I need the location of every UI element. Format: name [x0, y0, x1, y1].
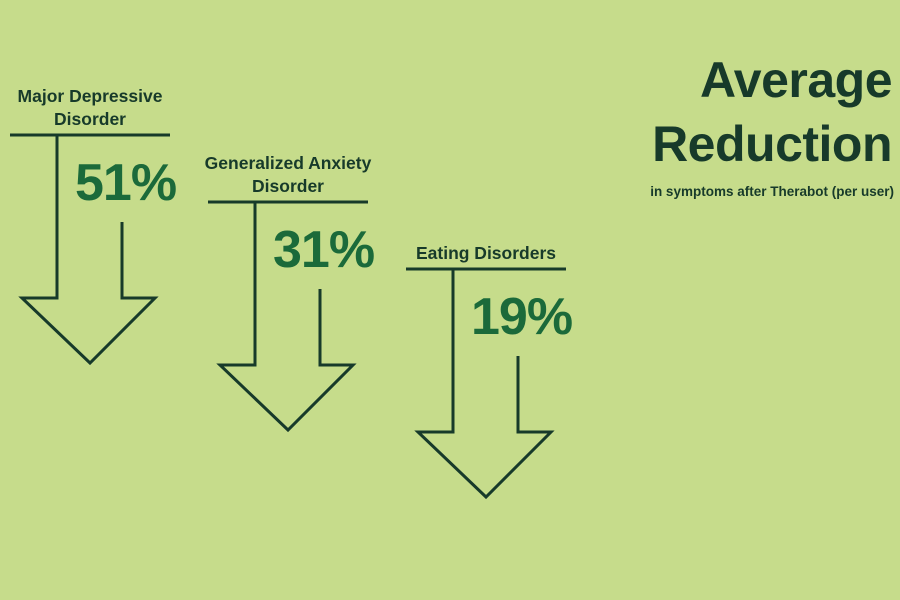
chart-title-line-1: Average: [700, 52, 892, 108]
category-label: Eating Disorders: [416, 243, 556, 263]
value-label: 51%: [75, 154, 176, 212]
chart-title-line-2: Reduction: [652, 116, 892, 172]
chart-subtitle: in symptoms after Therabot (per user): [650, 184, 894, 199]
category-label: Major Depressive: [18, 86, 163, 106]
value-label: 31%: [273, 221, 374, 279]
down-arrow: [414, 269, 555, 500]
category-label: Disorder: [54, 109, 126, 129]
category-label: Disorder: [252, 176, 324, 196]
down-arrow: [18, 135, 159, 366]
value-label: 19%: [471, 288, 572, 346]
down-arrow: [216, 202, 357, 433]
category-label: Generalized Anxiety: [205, 153, 372, 173]
